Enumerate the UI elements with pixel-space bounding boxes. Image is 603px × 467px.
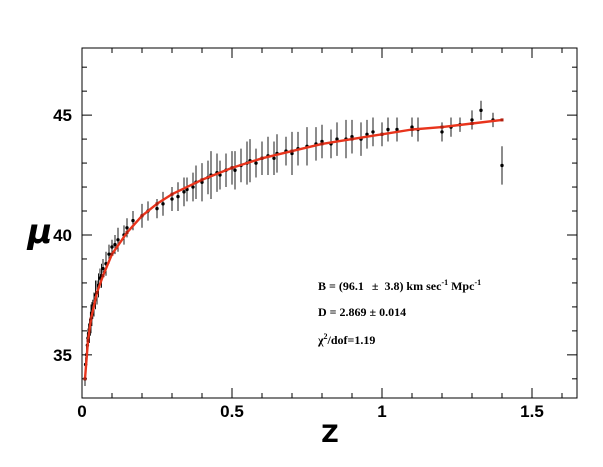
- data-point: [110, 239, 114, 255]
- fit-marker: [350, 137, 354, 141]
- y-tick-label: 40: [53, 226, 72, 245]
- fit-marker: [125, 231, 129, 235]
- fit-marker: [83, 377, 87, 381]
- point-marker: [470, 118, 474, 122]
- x-tick-label: 1: [377, 402, 386, 421]
- data-point: [371, 117, 375, 147]
- point-marker: [125, 226, 129, 230]
- data-point: [155, 199, 159, 219]
- fit-marker: [89, 317, 93, 321]
- point-marker: [500, 163, 504, 168]
- point-marker: [386, 127, 390, 132]
- point-marker: [170, 197, 174, 201]
- data-point: [218, 160, 222, 190]
- point-marker: [191, 185, 195, 189]
- data-point: [290, 131, 294, 176]
- data-point: [191, 172, 195, 202]
- data-point: [170, 187, 174, 212]
- point-marker: [182, 190, 186, 194]
- data-point: [359, 122, 363, 156]
- x-tick-label: 0: [77, 402, 86, 421]
- y-tick-label: 45: [53, 106, 72, 125]
- fit-marker: [260, 156, 264, 160]
- data-point: [365, 119, 369, 149]
- data-point: [233, 151, 237, 190]
- point-marker: [350, 134, 354, 139]
- fit-curve-group: [83, 118, 504, 381]
- fit-marker: [155, 202, 159, 206]
- data-point: [386, 117, 390, 142]
- point-marker: [101, 266, 105, 271]
- point-marker: [131, 218, 135, 223]
- data-point: [440, 122, 444, 142]
- fit-marker: [140, 214, 144, 218]
- point-marker: [161, 202, 165, 206]
- fit-marker: [101, 274, 105, 278]
- point-marker: [371, 130, 375, 134]
- data-point: [272, 141, 276, 176]
- point-marker: [155, 206, 159, 211]
- fit-marker: [200, 178, 204, 182]
- fit-marker: [500, 118, 504, 122]
- data-point: [350, 119, 354, 154]
- data-point: [182, 177, 186, 207]
- axis-labels: 0 0.5 1 1.5 35 40 45 Zμ: [26, 106, 543, 448]
- data-point: [329, 129, 333, 159]
- data-points: [83, 100, 504, 387]
- point-marker: [116, 238, 120, 242]
- point-marker: [335, 137, 339, 141]
- fit-marker: [470, 122, 474, 126]
- point-marker: [254, 161, 258, 165]
- data-point: [200, 163, 204, 202]
- fit-marker: [170, 192, 174, 196]
- data-point: [176, 182, 180, 212]
- data-point: [116, 227, 120, 252]
- x-tick-label: 1.5: [520, 402, 544, 421]
- point-marker: [233, 168, 237, 172]
- fit-marker: [440, 125, 444, 129]
- point-marker: [272, 156, 276, 160]
- fit-marker: [320, 142, 324, 146]
- point-marker: [290, 151, 294, 156]
- annotation-chi-square: χ2/dof=1.19: [318, 332, 376, 347]
- point-marker: [107, 252, 111, 256]
- point-marker: [365, 132, 369, 137]
- fit-marker: [290, 149, 294, 153]
- data-point: [395, 117, 399, 142]
- x-tick-label: 0.5: [220, 402, 244, 421]
- point-marker: [479, 108, 483, 113]
- point-marker: [113, 242, 117, 247]
- data-point: [161, 191, 165, 216]
- fit-marker: [110, 252, 114, 256]
- point-marker: [410, 125, 414, 129]
- data-point: [410, 117, 414, 137]
- point-marker: [320, 139, 324, 144]
- y-axis-title: μ: [26, 212, 52, 252]
- fit-curve: [83, 118, 503, 379]
- fit-marker: [230, 166, 234, 170]
- fit-marker: [380, 132, 384, 136]
- data-point: [335, 122, 339, 156]
- data-point: [254, 148, 258, 178]
- point-marker: [110, 245, 114, 249]
- data-point: [320, 124, 324, 159]
- point-marker: [395, 127, 399, 132]
- point-marker: [440, 130, 444, 134]
- data-point: [185, 177, 189, 202]
- fit-marker: [410, 128, 414, 132]
- data-point: [500, 146, 504, 185]
- data-point: [479, 100, 483, 120]
- annotation-hubble-constant: B = (96.1 ± 3.8) km sec-1 Mpc-1: [318, 278, 482, 293]
- x-axis-title: Z: [321, 420, 338, 448]
- y-tick-label: 35: [53, 346, 72, 365]
- plot-frame: [81, 47, 578, 399]
- data-point: [470, 110, 474, 130]
- fit-marker: [86, 338, 90, 342]
- annotation-dimension: D = 2.869 ± 0.014: [318, 305, 407, 319]
- point-marker: [176, 194, 180, 199]
- fit-marker: [95, 291, 99, 295]
